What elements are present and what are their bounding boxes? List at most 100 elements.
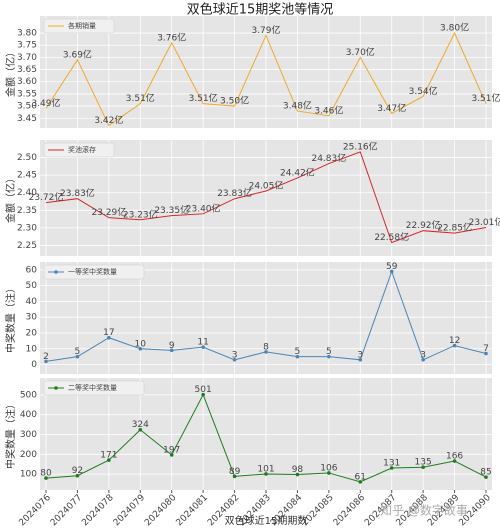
data-point [389, 466, 394, 470]
data-point [107, 458, 111, 462]
legend-label: 各期销量 [68, 21, 96, 30]
data-point [295, 354, 300, 359]
legend-label: 二等奖中奖数量 [68, 383, 117, 392]
y-tick-label: 500 [20, 390, 37, 400]
legend-box [43, 18, 115, 34]
data-label: 61 [355, 472, 366, 482]
data-label: 5 [295, 347, 301, 357]
data-label: 22.85亿 [437, 222, 472, 234]
data-label: 106 [320, 463, 337, 473]
data-point [232, 474, 237, 479]
data-label: 3 [357, 350, 363, 360]
data-label: 59 [386, 262, 398, 272]
data-point [44, 359, 48, 364]
data-point [264, 472, 268, 476]
y-tick-label: 300 [20, 430, 37, 440]
data-point [295, 472, 300, 477]
data-label: 22.92亿 [406, 219, 441, 231]
data-label: 3.46亿 [314, 104, 343, 116]
data-point [452, 459, 457, 463]
data-label: 12 [449, 336, 460, 346]
y-tick-label: 2.40 [17, 188, 37, 198]
data-label: 3.50亿 [220, 95, 249, 107]
data-label: 10 [135, 339, 147, 349]
data-point [75, 354, 80, 359]
y-tick-label: 2.35 [17, 206, 37, 216]
data-label: 3.51亿 [471, 92, 500, 104]
data-label: 85 [480, 468, 491, 478]
y-tick-label: 3.75 [17, 41, 37, 51]
y-tick-label: 200 [20, 450, 37, 460]
data-label: 131 [383, 458, 400, 468]
y-axis-label: 金额（亿） [4, 173, 17, 223]
data-label: 3.69亿 [63, 48, 92, 60]
legend-label: 奖池滚存 [68, 145, 96, 154]
data-label: 101 [257, 464, 274, 474]
y-axis-label: 中奖数量（注） [4, 283, 17, 353]
data-point [169, 348, 174, 353]
data-label: 23.23亿 [123, 208, 158, 220]
data-point [107, 335, 111, 340]
y-tick-label: 0 [31, 360, 37, 370]
data-label: 23.35亿 [154, 204, 189, 216]
data-label: 166 [446, 452, 463, 462]
y-tick-label: 2.30 [17, 223, 37, 233]
y-tick-label: 40 [26, 297, 38, 307]
y-tick-label: 3.60 [17, 77, 37, 87]
y-tick-label: 10 [26, 344, 38, 354]
data-point [138, 427, 143, 432]
y-tick-label: 60 [26, 265, 38, 275]
data-point [421, 358, 425, 362]
data-point [169, 453, 174, 457]
data-label: 3 [232, 350, 238, 360]
data-label: 11 [197, 338, 208, 348]
legend-marker [54, 386, 58, 390]
x-tick-label: 2024081 [175, 493, 210, 528]
data-point [484, 475, 488, 479]
data-label: 2 [43, 352, 49, 362]
data-label: 23.40亿 [186, 202, 221, 214]
data-label: 3.54亿 [409, 85, 438, 97]
data-point [138, 346, 143, 351]
data-label: 3.51亿 [189, 92, 218, 104]
data-label: 3.51亿 [126, 92, 155, 104]
y-tick-label: 3.70 [17, 53, 37, 63]
data-label: 7 [483, 344, 489, 354]
data-point [358, 480, 363, 484]
data-label: 5 [326, 347, 332, 357]
data-label: 3.47亿 [377, 102, 406, 114]
x-tick-label: 2024078 [80, 493, 116, 529]
data-point [75, 473, 80, 478]
data-label: 197 [163, 445, 180, 455]
data-point [358, 358, 363, 362]
data-label: 3.49亿 [31, 97, 60, 109]
y-tick-label: 20 [26, 328, 38, 338]
data-point [389, 269, 394, 274]
data-point [421, 465, 425, 470]
data-label: 22.58亿 [374, 231, 409, 243]
x-tick-label: 2024077 [49, 493, 84, 528]
data-label: 24.05亿 [249, 179, 284, 191]
data-label: 501 [195, 385, 212, 395]
data-point [264, 350, 268, 354]
data-label: 89 [229, 467, 241, 477]
y-tick-label: 3.55 [17, 89, 37, 99]
data-label: 25.16亿 [343, 140, 378, 152]
data-label: 17 [103, 328, 114, 338]
data-label: 24.83亿 [311, 152, 346, 164]
data-label: 135 [415, 458, 432, 468]
data-label: 23.01亿 [469, 216, 500, 228]
legend-box [43, 380, 145, 396]
watermark: 知乎 @数字故事 [380, 503, 468, 518]
y-tick-label: 30 [26, 313, 38, 323]
data-point [327, 354, 331, 359]
data-label: 3.80亿 [440, 22, 469, 34]
chart-title: 双色球近15期奖池等情况 [187, 2, 334, 18]
data-label: 8 [263, 342, 269, 352]
legend-marker [54, 270, 58, 274]
data-label: 3.48亿 [283, 99, 312, 111]
data-point [201, 345, 205, 349]
data-label: 3.76亿 [157, 31, 186, 43]
legend-box [43, 142, 115, 158]
